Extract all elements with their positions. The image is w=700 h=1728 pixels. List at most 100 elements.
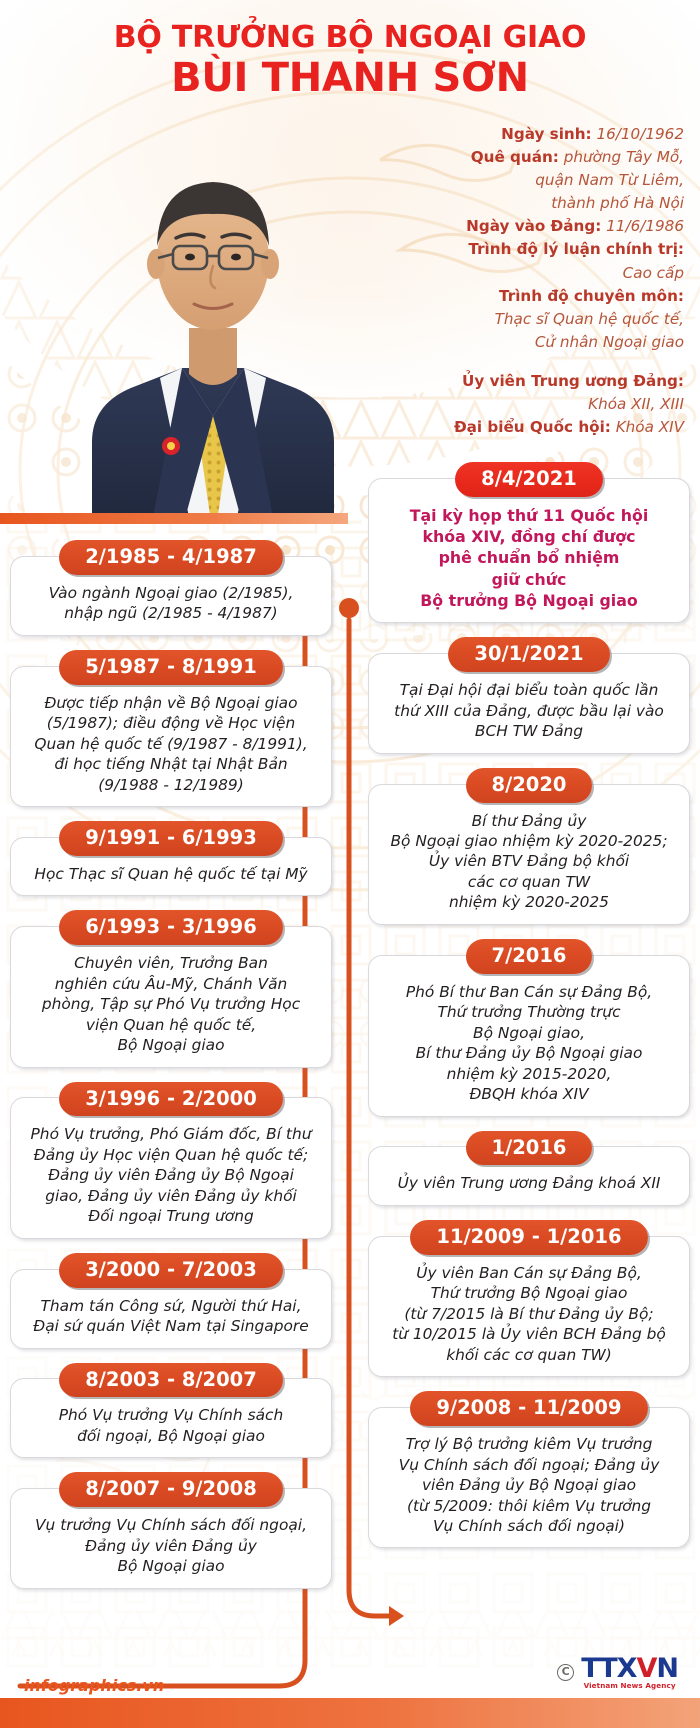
card-line: Vụ trưởng Vụ Chính sách đối ngoại, [35,1516,307,1535]
card-line: thứ XIII của Đảng, được bầu lại vào [394,701,664,720]
timeline-entry[interactable]: 2/1985 - 4/1987 Vào ngành Ngoại giao (2/… [10,540,332,636]
timeline-date-badge: 3/2000 - 7/2003 [59,1252,283,1288]
card-line: Chuyên viên, Trưởng Ban [74,954,268,973]
card-line: Bí thư Đảng ủy Bộ Ngoại giao [415,1044,643,1063]
copyright-icon: C [557,1664,575,1682]
card-line: Vụ Chính sách đối ngoại) [433,1516,625,1535]
timeline-entry[interactable]: 8/2003 - 8/2007 Phó Vụ trưởng Vụ Chính s… [10,1362,332,1459]
timeline-date-badge: 5/1987 - 8/1991 [59,649,283,685]
card-line: phòng, Tập sự Phó Vụ trưởng Học [41,995,301,1014]
timeline-date-badge: 8/4/2021 [455,462,603,497]
card-line: Bộ Ngoại giao [117,1557,225,1576]
card-line: Quan hệ quốc tế (9/1987 - 8/1991), [34,734,308,753]
spine-arrow-right [389,1606,404,1626]
card-line: Ủy viên Ban Cán sự Đảng Bộ, [416,1263,642,1282]
bio-label-hometown: Quê quán: [470,148,559,167]
ttxvn-logo: TTXVN Vietnam News Agency [581,1652,679,1690]
bio-value-education-2: Cử nhân Ngoại giao [534,332,684,351]
card-line: viện Quan hệ quốc tế, [85,1015,257,1034]
card-line: ĐBQH khóa XIV [469,1085,589,1104]
timeline-date-badge: 1/2016 [465,1130,593,1166]
timeline-date-badge: 8/2007 - 9/2008 [59,1472,283,1508]
timeline-date-badge: 9/1991 - 6/1993 [59,821,283,856]
card-line: Tại kỳ họp thứ 11 Quốc hội [409,505,649,525]
card-line: Bộ Ngoại giao [117,1036,225,1055]
card-line: Bộ Ngoại giao nhiệm kỳ 2020-2025; [390,831,668,850]
bio-row-hometown: Quê quán: phường Tây Mỗ, [364,146,684,169]
card-line: khóa XIV, đồng chí được [422,527,636,547]
timeline-entry[interactable]: 5/1987 - 8/1991 Được tiếp nhận về Bộ Ngo… [10,649,332,808]
card-line: Bộ trưởng Bộ Ngoại giao [420,591,638,611]
timeline-card: Chuyên viên, Trưởng Ban nghiên cứu Âu-Mỹ… [10,926,332,1068]
bio-label-education: Trình độ chuyên môn: [499,286,684,305]
bio-value-birth: 16/10/1962 [596,125,684,143]
card-line: BCH TW Đảng [474,722,584,741]
card-line: giao, Đảng ủy viên Đảng ủy khối [45,1186,297,1205]
timeline-card: Phó Bí thư Ban Cán sự Đảng Bộ, Thứ trưởn… [368,954,690,1117]
card-line: phê chuẩn bổ nhiệm [438,548,620,568]
spine-start-dot [339,598,359,618]
agency-subtitle: Vietnam News Agency [583,1681,676,1690]
card-line: (9/1988 - 12/1989) [98,775,244,794]
bio-value-central-committee: Khóa XII, XIII [588,395,684,414]
timeline-entry[interactable]: 30/1/2021 Tại Đại hội đại biểu toàn quốc… [368,637,690,754]
source-label: infographics.vn [24,1676,165,1695]
timeline-card: Bí thư Đảng ủy Bộ Ngoại giao nhiệm kỳ 20… [368,783,690,925]
card-line: Thứ trưởng Thường trực [437,1003,621,1022]
card-line: từ 10/2015 là Ủy viên BCH Đảng bộ [392,1325,666,1344]
ttxvn-prefix: TTX [581,1652,637,1684]
bio-value-politics: Cao cấp [622,263,684,282]
timeline-entry[interactable]: 3/2000 - 7/2003 Tham tán Công sứ, Người … [10,1252,332,1349]
timeline-entry[interactable]: 9/2008 - 11/2009 Trợ lý Bộ trưởng kiêm V… [368,1391,690,1549]
timeline-card: Ủy viên Ban Cán sự Đảng Bộ, Thứ trưởng B… [368,1235,690,1378]
timeline-date-badge: 8/2003 - 8/2007 [59,1362,283,1398]
bio-label-assembly: Đại biểu Quốc hội: [453,418,611,437]
card-line: giữ chức [491,569,567,589]
timeline-entry[interactable]: 3/1996 - 2/2000 Phó Vụ trưởng, Phó Giám … [10,1081,332,1239]
bio-value-hometown-1: phường Tây Mỗ, [563,148,684,167]
card-line: Đối ngoại Trung ương [88,1207,254,1226]
card-line: nhiệm kỳ 2020-2025 [449,893,609,912]
card-line: Đảng ủy viên Đảng ủy Bộ Ngoại [48,1166,294,1185]
timeline-entry[interactable]: 9/1991 - 6/1993 Học Thạc sĩ Quan hệ quốc… [10,821,332,897]
timeline-entry[interactable]: 7/2016 Phó Bí thư Ban Cán sự Đảng Bộ, Th… [368,938,690,1117]
timeline-entry[interactable]: 11/2009 - 1/2016 Ủy viên Ban Cán sự Đảng… [368,1219,690,1378]
card-line: Ủy viên BTV Đảng bộ khối [428,852,630,871]
bio-row-assembly: Đại biểu Quốc hội: Khóa XIV [364,416,684,439]
ttxvn-suffix: N [656,1652,679,1684]
timeline-date-badge: 8/2020 [465,767,593,803]
timeline-date-badge: 7/2016 [465,938,593,974]
timeline-date-badge: 3/1996 - 2/2000 [59,1081,283,1117]
bio-spacer [364,354,684,370]
timeline-entry[interactable]: 1/2016 Ủy viên Trung ương Đảng khoá XII [368,1130,690,1206]
timeline-card: Tại kỳ họp thứ 11 Quốc hội khóa XIV, đồn… [368,477,690,624]
page-title-line2: BÙI THANH SƠN [171,54,529,101]
card-line: Thứ trưởng Bộ Ngoại giao [430,1284,628,1303]
timeline-card: Được tiếp nhận về Bộ Ngoại giao (5/1987)… [10,665,332,808]
card-line: viên Đảng ủy Bộ Ngoại giao [421,1476,637,1495]
card-line: Vụ Chính sách đối ngoại; Đảng ủy [398,1455,660,1474]
card-line: Ủy viên Trung ương Đảng khoá XII [397,1174,661,1193]
card-line: Phó Vụ trưởng Vụ Chính sách [58,1406,284,1425]
bio-label-party: Ngày vào Đảng: [466,217,602,236]
timeline-card: Trợ lý Bộ trưởng kiêm Vụ trưởng Vụ Chính… [368,1407,690,1549]
timeline-date-badge: 6/1993 - 3/1996 [59,910,283,946]
card-line: Tại Đại hội đại biểu toàn quốc lần [399,681,659,700]
card-line: (từ 5/2009: thôi kiêm Vụ trưởng [406,1496,652,1515]
timeline-entry[interactable]: 6/1993 - 3/1996 Chuyên viên, Trưởng Ban … [10,910,332,1068]
timeline-entry[interactable]: 8/2007 - 9/2008 Vụ trưởng Vụ Chính sách … [10,1472,332,1589]
photo-divider-bar [0,513,348,524]
card-line: Trợ lý Bộ trưởng kiêm Vụ trưởng [405,1435,653,1454]
card-line: đối ngoại, Bộ Ngoại giao [77,1426,265,1445]
card-line: đi học tiếng Nhật tại Nhật Bản [54,755,288,774]
card-line: Đảng ủy Học viện Quan hệ quốc tế; [33,1145,309,1164]
card-line: (5/1987); điều động về Học viện [46,714,296,733]
bio-value-assembly: Khóa XIV [615,418,684,437]
card-line: (từ 7/2015 là Bí thư Đảng ủy Bộ; [404,1304,654,1323]
card-line: khối các cơ quan TW) [446,1345,612,1364]
card-line: Vào ngành Ngoại giao (2/1985), [48,583,294,602]
bio-row-birth: Ngày sinh: 16/10/1962 [364,123,684,146]
timeline-entry[interactable]: 8/2020 Bí thư Đảng ủy Bộ Ngoại giao nhiệ… [368,767,690,925]
timeline-entry[interactable]: 8/4/2021 Tại kỳ họp thứ 11 Quốc hội khóa… [368,462,690,624]
